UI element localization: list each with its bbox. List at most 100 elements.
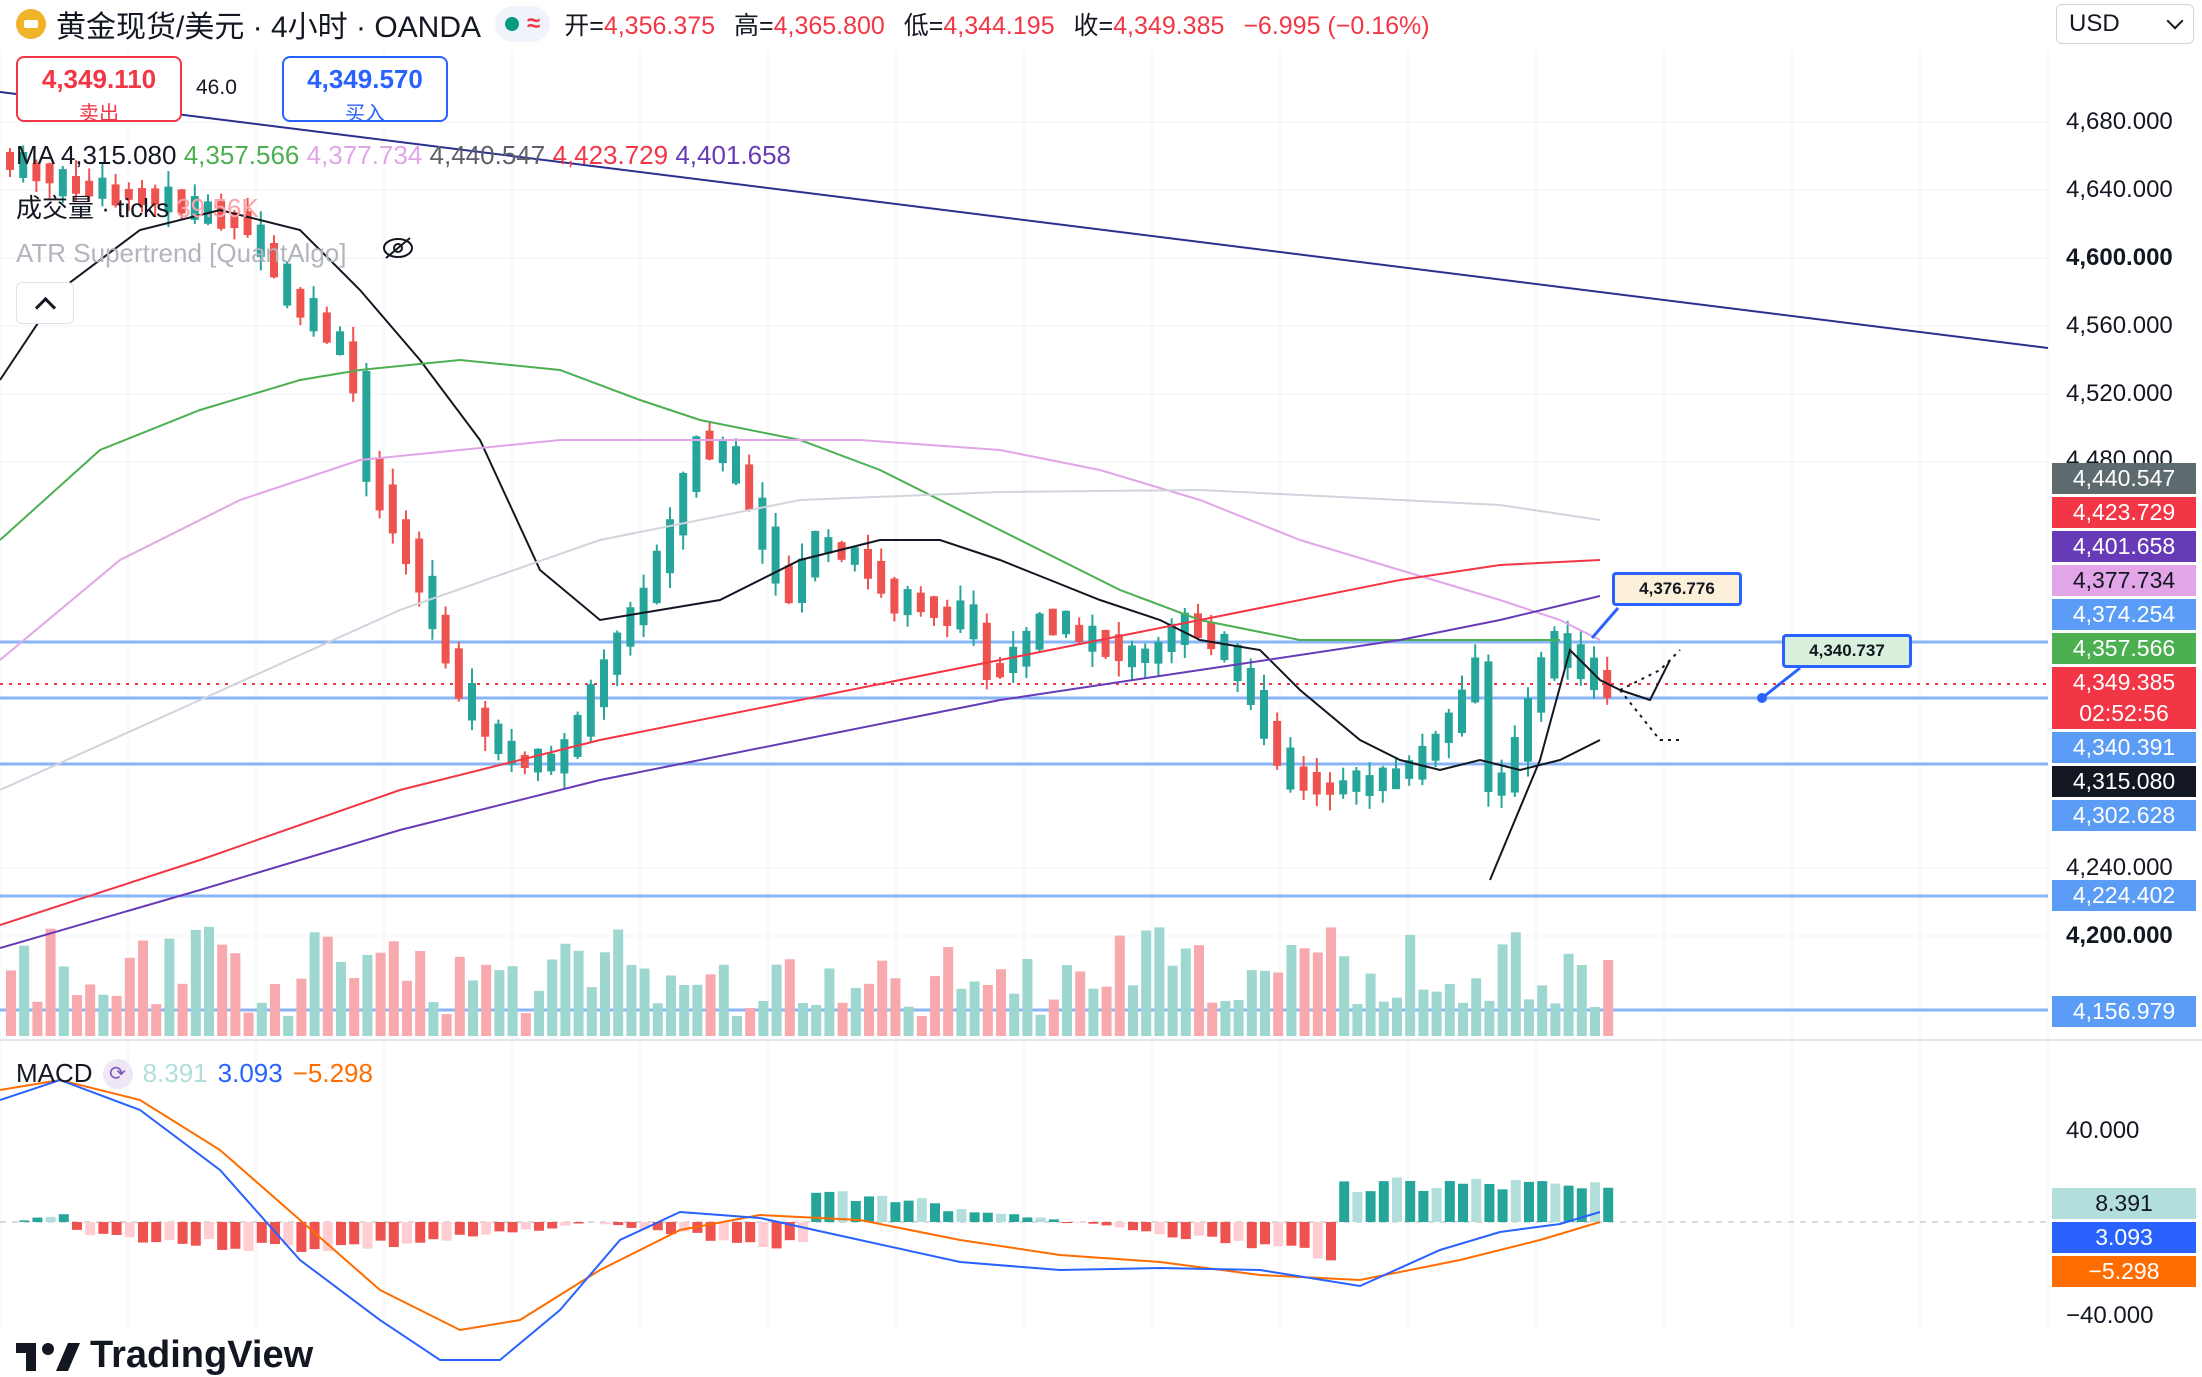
volume-bar — [613, 929, 623, 1036]
candle-body — [574, 715, 582, 757]
candle-body — [719, 441, 727, 464]
macd-histogram-bar — [204, 1222, 214, 1239]
candle-body — [402, 519, 410, 564]
collapse-legend-button[interactable] — [16, 282, 74, 324]
macd-histogram-bar — [1141, 1222, 1151, 1231]
close-key: 收= — [1074, 12, 1114, 40]
candle-body — [1049, 609, 1057, 636]
price-axis-label: 4,680.000 — [2066, 108, 2173, 136]
macd-histogram-bar — [745, 1222, 755, 1242]
candle-body — [547, 754, 555, 772]
sell-button[interactable]: 4,349.110 卖出 — [16, 56, 182, 122]
macd-histogram-bar — [1075, 1222, 1085, 1223]
macd-histogram-bar — [1484, 1184, 1494, 1222]
chevron-up-icon — [34, 296, 55, 317]
volume-bar — [640, 969, 650, 1036]
buy-label: 买入 — [284, 97, 446, 126]
volume-bar — [230, 953, 240, 1036]
macd-histogram-bar — [151, 1222, 161, 1242]
candle-body — [1511, 737, 1519, 793]
countdown-timer: 02:52:56 — [2052, 698, 2196, 729]
currency-select[interactable]: USD — [2056, 4, 2194, 44]
volume-bar — [1511, 932, 1521, 1036]
price-tag-last-price[interactable]: 4,349.385 — [2052, 667, 2196, 698]
macd-legend[interactable]: MACD ⟳ 8.391 3.093 −5.298 — [16, 1058, 373, 1089]
macd-histogram-bar — [1326, 1222, 1336, 1260]
candle-body — [521, 755, 529, 768]
price-tag-hline: 4,302.628 — [2052, 800, 2196, 831]
volume-bar — [1234, 1000, 1244, 1036]
macd-histogram-bar — [600, 1222, 610, 1224]
buy-button[interactable]: 4,349.570 买入 — [282, 56, 448, 122]
macd-histogram-bar — [336, 1222, 346, 1245]
volume-bar — [151, 1004, 161, 1036]
candle-body — [692, 436, 700, 492]
symbol-title[interactable]: 黄金现货/美元 · 4小时 · OANDA — [56, 2, 481, 46]
macd-histogram-bar — [125, 1222, 135, 1237]
volume-bar — [864, 984, 874, 1036]
macd-histogram-bar — [1181, 1222, 1191, 1239]
volume-bar — [204, 927, 214, 1036]
volume-bar — [653, 1003, 663, 1036]
macd-axis-label: −40.000 — [2066, 1302, 2153, 1330]
callout-label[interactable]: 4,376.776 — [1612, 572, 1742, 606]
volume-bar — [1220, 1001, 1230, 1036]
drawing-arrow — [1620, 660, 1670, 700]
price-tag-hline: 4,156.979 — [2052, 996, 2196, 1027]
candle-body — [890, 579, 898, 614]
volume-bar — [1564, 954, 1574, 1036]
macd-histogram-bar — [983, 1213, 993, 1222]
candle-body — [798, 559, 806, 603]
volume-bar — [1326, 927, 1336, 1036]
macd-refresh-icon[interactable]: ⟳ — [103, 1059, 133, 1089]
macd-histogram-bar — [1049, 1219, 1059, 1222]
macd-histogram-bar — [415, 1222, 425, 1243]
macd-histogram-bar — [389, 1222, 399, 1247]
volume-legend[interactable]: 成交量 · ticks 39.56K — [16, 188, 259, 225]
candle-body — [679, 473, 687, 535]
candle-body — [376, 458, 384, 511]
candle-body — [1286, 748, 1294, 790]
macd-histogram-bar — [1194, 1222, 1204, 1236]
volume-bar — [98, 995, 108, 1036]
atr-legend[interactable]: ATR Supertrend [QuantAlgo] — [16, 238, 346, 269]
volume-bar — [851, 988, 861, 1036]
volume-bar — [904, 1007, 914, 1036]
price-tag-hline: 4,374.254 — [2052, 599, 2196, 630]
macd-histogram-bar — [1313, 1222, 1323, 1258]
market-status-pill[interactable]: ≈ — [495, 6, 550, 42]
candle-body — [640, 588, 648, 625]
macd-histogram-bar — [362, 1222, 372, 1249]
volume-bar — [877, 961, 887, 1036]
volume-bar — [1524, 999, 1534, 1036]
candle-body — [494, 724, 502, 754]
tradingview-logo[interactable]: TradingView — [16, 1334, 313, 1377]
volume-bar — [587, 987, 597, 1036]
macd-histogram-bar — [244, 1222, 254, 1251]
macd-histogram-bar — [481, 1222, 491, 1235]
candle-body — [996, 663, 1004, 677]
hidden-eye-icon[interactable] — [382, 236, 414, 260]
volume-bar — [1392, 998, 1402, 1036]
candle-body — [468, 683, 476, 720]
macd-histogram-bar — [85, 1222, 95, 1235]
macd-histogram-bar — [904, 1201, 914, 1222]
volume-bar — [1577, 965, 1587, 1036]
volume-bar — [1445, 984, 1455, 1036]
volume-bar — [6, 970, 16, 1036]
volume-bar — [428, 1002, 438, 1036]
price-tag-ma-200: 4,440.547 — [2052, 463, 2196, 494]
candle-body — [732, 446, 740, 483]
volume-bar — [1181, 948, 1191, 1036]
volume-bar — [1102, 987, 1112, 1036]
macd-histogram-bar — [1550, 1184, 1560, 1222]
gold-symbol-icon[interactable] — [16, 9, 46, 39]
callout-label[interactable]: 4,340.737 — [1782, 634, 1912, 668]
ma-legend[interactable]: MA 4,315.080 4,357.566 4,377.734 4,440.5… — [16, 140, 791, 171]
macd-tag-signal: −5.298 — [2052, 1256, 2196, 1287]
macd-tag-line: 3.093 — [2052, 1222, 2196, 1253]
candle-body — [1181, 613, 1189, 645]
volume-bar — [1036, 1015, 1046, 1036]
candle-body — [1102, 630, 1110, 657]
